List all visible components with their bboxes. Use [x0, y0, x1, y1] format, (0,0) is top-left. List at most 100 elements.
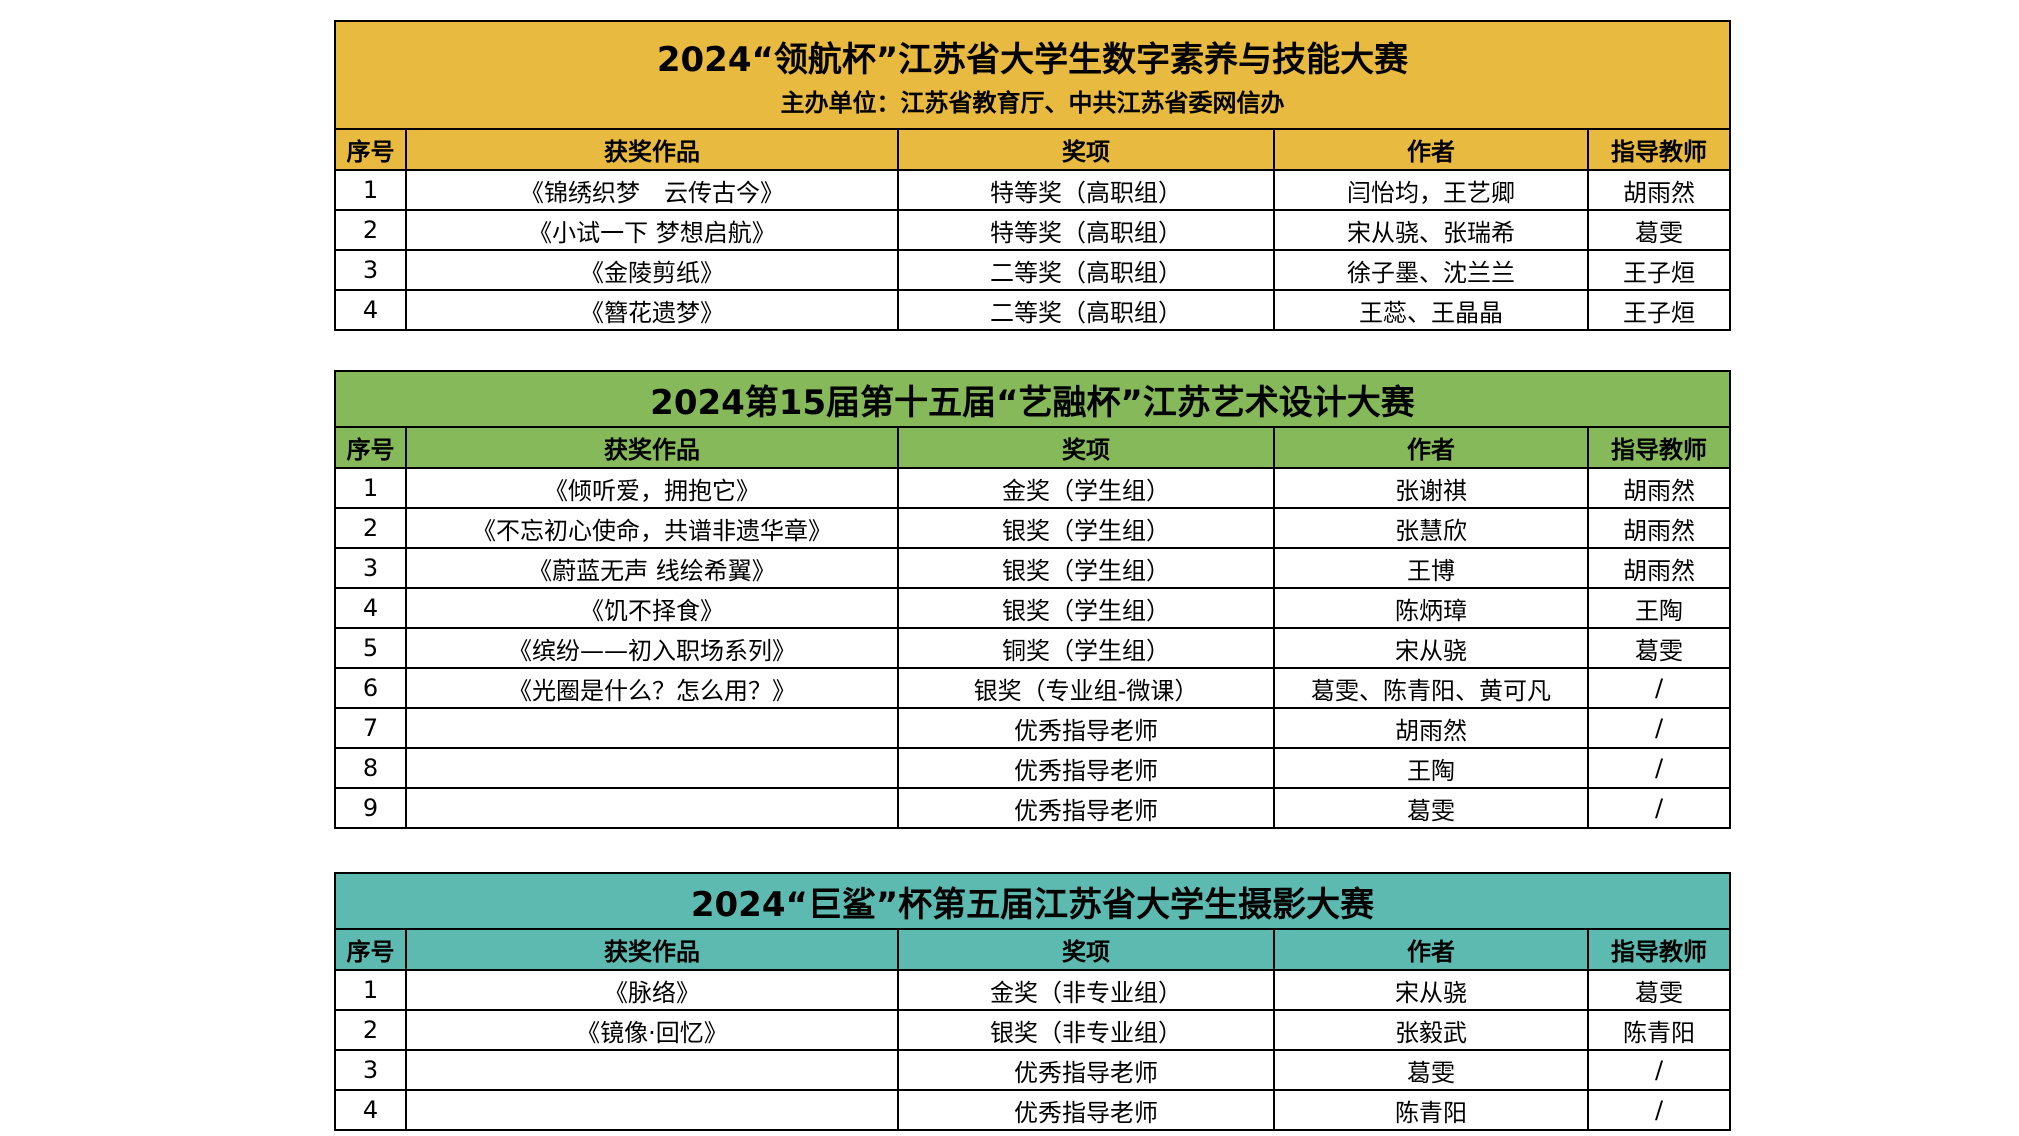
competition-table-jusha: 2024“巨鲨”杯第五届江苏省大学生摄影大赛 序号 获奖作品 奖项 作者 指导教师 1 《脉络… — [333, 872, 1732, 1131]
table-row: 3 《金陵剪纸》 二等奖（高职组） 徐子墨、沈兰兰 王子烜 — [334, 249, 1732, 291]
table-row: 9 优秀指导老师 葛雯 / — [334, 787, 1731, 829]
cell-advisor: / — [1586, 1089, 1732, 1131]
table-row: 4 《簪花遗梦》 二等奖（高职组） 王蕊、王晶晶 王子烜 — [334, 289, 1732, 331]
cell-index: 9 — [334, 787, 407, 829]
cell-author: 王陶 — [1273, 747, 1589, 789]
cell-index: 3 — [334, 249, 407, 291]
column-header-award: 奖项 — [897, 128, 1275, 171]
table-row: 2 《镜像·回忆》 银奖（非专业组） 张毅武 陈青阳 — [334, 1009, 1732, 1051]
cell-award: 金奖（非专业组） — [897, 969, 1275, 1011]
cell-author: 王蕊、王晶晶 — [1273, 289, 1589, 331]
title-row: 2024“领航杯”江苏省大学生数字素养与技能大赛 主办单位：江苏省教育厅、中共江苏… — [333, 20, 1732, 130]
column-header-index: 序号 — [334, 128, 407, 171]
cell-work: 《倾听爱，拥抱它》 — [405, 467, 899, 509]
cell-author: 宋从骁 — [1273, 969, 1589, 1011]
title-row: 2024“巨鲨”杯第五届江苏省大学生摄影大赛 — [333, 872, 1732, 930]
cell-advisor: / — [1587, 707, 1731, 749]
cell-index: 6 — [334, 667, 407, 709]
cell-author: 胡雨然 — [1273, 707, 1589, 749]
cell-index: 4 — [334, 587, 407, 629]
table-title: 2024第15届第十五届“艺融杯”江苏艺术设计大赛 — [650, 382, 1415, 423]
cell-index: 4 — [334, 1089, 407, 1131]
cell-author: 宋从骁 — [1273, 627, 1589, 669]
cell-award: 银奖（学生组） — [897, 587, 1275, 629]
cell-author: 闫怡均，王艺卿 — [1273, 169, 1589, 211]
column-header-author: 作者 — [1273, 426, 1589, 469]
column-header-award: 奖项 — [897, 426, 1275, 469]
cell-award: 优秀指导老师 — [897, 1089, 1275, 1131]
cell-advisor: / — [1587, 787, 1731, 829]
cell-work: 《饥不择食》 — [405, 587, 899, 629]
column-header-advisor: 指导教师 — [1587, 426, 1731, 469]
table-title: 2024“巨鲨”杯第五届江苏省大学生摄影大赛 — [690, 884, 1375, 925]
cell-award: 优秀指导老师 — [897, 787, 1275, 829]
cell-advisor: 胡雨然 — [1587, 547, 1731, 589]
column-header-work: 获奖作品 — [405, 426, 899, 469]
cell-advisor: 王陶 — [1587, 587, 1731, 629]
cell-work: 《金陵剪纸》 — [405, 249, 899, 291]
cell-award: 优秀指导老师 — [897, 1049, 1275, 1091]
cell-work — [405, 707, 899, 749]
column-header-work: 获奖作品 — [405, 128, 899, 171]
table-row: 5 《缤纷——初入职场系列》 铜奖（学生组） 宋从骁 葛雯 — [334, 627, 1731, 669]
cell-advisor: 王子烜 — [1586, 289, 1732, 331]
table-row: 4 优秀指导老师 陈青阳 / — [334, 1089, 1732, 1131]
cell-index: 1 — [334, 169, 407, 211]
cell-advisor: 王子烜 — [1586, 249, 1732, 291]
cell-advisor: 胡雨然 — [1587, 467, 1731, 509]
table-row: 2 《小试一下 梦想启航》 特等奖（高职组） 宋从骁、张瑞希 葛雯 — [334, 209, 1732, 251]
column-header-index: 序号 — [334, 928, 407, 971]
cell-index: 8 — [334, 747, 407, 789]
column-header-advisor: 指导教师 — [1586, 128, 1732, 171]
cell-work: 《小试一下 梦想启航》 — [405, 209, 899, 251]
competition-table-yirong: 2024第15届第十五届“艺融杯”江苏艺术设计大赛 序号 获奖作品 奖项 作者 指导教师 1… — [334, 370, 1731, 829]
cell-award: 特等奖（高职组） — [897, 169, 1275, 211]
cell-work: 《簪花遗梦》 — [405, 289, 899, 331]
cell-award: 特等奖（高职组） — [897, 209, 1275, 251]
cell-work — [405, 787, 899, 829]
cell-award: 银奖（专业组-微课） — [897, 667, 1275, 709]
cell-author: 葛雯 — [1273, 1049, 1589, 1091]
table-subtitle: 主办单位：江苏省教育厅、中共江苏省委网信办 — [780, 89, 1285, 117]
table-row: 4 《饥不择食》 银奖（学生组） 陈炳璋 王陶 — [334, 587, 1731, 629]
cell-work — [405, 747, 899, 789]
cell-advisor: / — [1587, 747, 1731, 789]
cell-index: 1 — [334, 467, 407, 509]
table-row: 7 优秀指导老师 胡雨然 / — [334, 707, 1731, 749]
header-row: 序号 获奖作品 奖项 作者 指导教师 — [334, 426, 1731, 469]
column-header-author: 作者 — [1273, 928, 1589, 971]
title-row: 2024第15届第十五届“艺融杯”江苏艺术设计大赛 — [334, 370, 1731, 428]
cell-index: 2 — [334, 209, 407, 251]
cell-work: 《蔚蓝无声 线绘希翼》 — [405, 547, 899, 589]
header-row: 序号 获奖作品 奖项 作者 指导教师 — [334, 128, 1732, 171]
cell-author: 张谢祺 — [1273, 467, 1589, 509]
cell-index: 2 — [334, 507, 407, 549]
cell-author: 陈炳璋 — [1273, 587, 1589, 629]
cell-advisor: 陈青阳 — [1586, 1009, 1732, 1051]
cell-advisor: / — [1586, 1049, 1732, 1091]
cell-index: 3 — [334, 547, 407, 589]
table-row: 3 《蔚蓝无声 线绘希翼》 银奖（学生组） 王博 胡雨然 — [334, 547, 1731, 589]
cell-award: 银奖（学生组） — [897, 507, 1275, 549]
column-header-advisor: 指导教师 — [1586, 928, 1732, 971]
cell-index: 5 — [334, 627, 407, 669]
cell-award: 银奖（非专业组） — [897, 1009, 1275, 1051]
cell-author: 张慧欣 — [1273, 507, 1589, 549]
cell-advisor: 胡雨然 — [1586, 169, 1732, 211]
column-header-index: 序号 — [334, 426, 407, 469]
table-row: 2 《不忘初心使命，共谱非遗华章》 银奖（学生组） 张慧欣 胡雨然 — [334, 507, 1731, 549]
cell-author: 宋从骁、张瑞希 — [1273, 209, 1589, 251]
cell-author: 张毅武 — [1273, 1009, 1589, 1051]
table-title-banner: 2024“领航杯”江苏省大学生数字素养与技能大赛 主办单位：江苏省教育厅、中共江苏… — [333, 20, 1732, 130]
table-title-banner: 2024第15届第十五届“艺融杯”江苏艺术设计大赛 — [334, 370, 1731, 428]
cell-index: 2 — [334, 1009, 407, 1051]
cell-award: 铜奖（学生组） — [897, 627, 1275, 669]
table-row: 1 《锦绣织梦 云传古今》 特等奖（高职组） 闫怡均，王艺卿 胡雨然 — [334, 169, 1732, 211]
table-row: 8 优秀指导老师 王陶 / — [334, 747, 1731, 789]
cell-award: 银奖（学生组） — [897, 547, 1275, 589]
cell-award: 优秀指导老师 — [897, 707, 1275, 749]
cell-work — [405, 1089, 899, 1131]
cell-index: 1 — [334, 969, 407, 1011]
cell-work: 《脉络》 — [405, 969, 899, 1011]
cell-work: 《不忘初心使命，共谱非遗华章》 — [405, 507, 899, 549]
